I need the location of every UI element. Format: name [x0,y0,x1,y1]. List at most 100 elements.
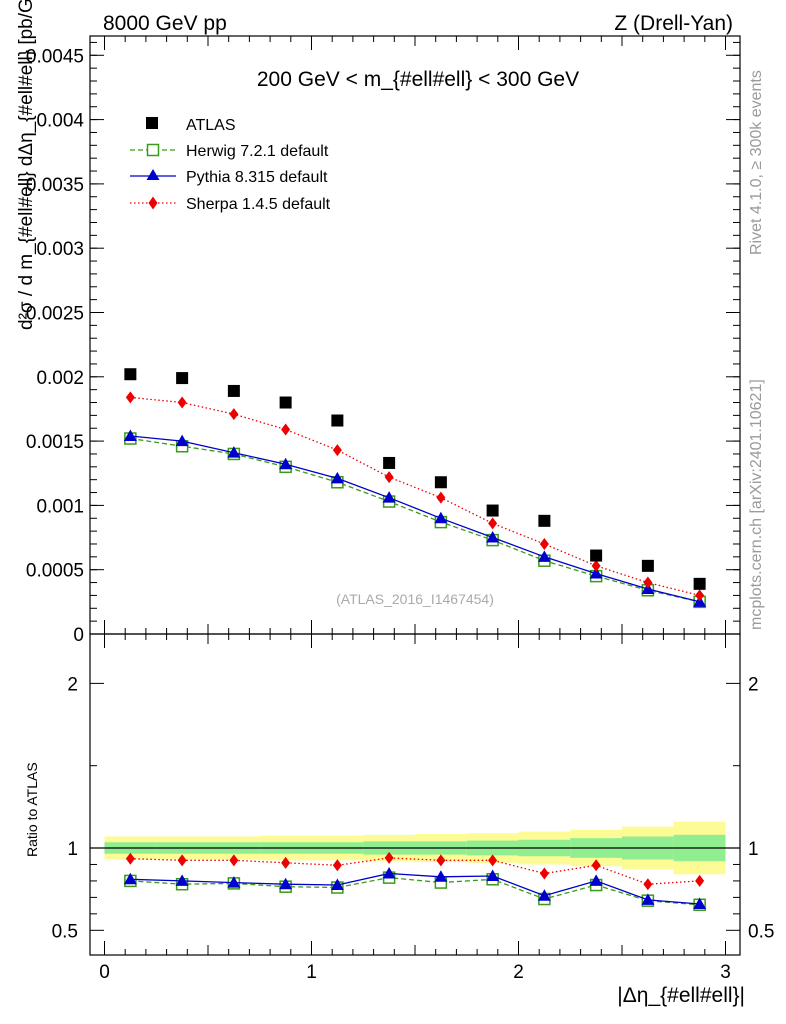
legend-entry-atlas: ATLAS [146,117,236,134]
main-y-tick-label: 0.0015 [26,432,84,453]
main-y-tick-label: 0.0005 [26,561,84,582]
ratio-point-pythia [434,870,448,882]
main-point-sherpa [229,408,239,421]
ratio-point-pythia [123,872,137,885]
main-y-tick-label: 0 [73,625,84,646]
plot-layer: 0 0.0005 0.001 0.0015 0.002 0.0025 0.003 0.0035… [26,35,774,983]
main-point-sherpa [488,517,498,530]
ratio-point-pythia [641,893,655,905]
legend-entry-pythia: Pythia 8.315 default [130,169,328,186]
ratio-point-pythia [279,877,293,890]
side-label-mcplots: mcplots.cern.ch [arXiv:2401.10621] [748,379,765,630]
ratio-point-sherpa [591,859,601,872]
main-y-tick-label: 0.003 [36,239,84,260]
ratio-point-pythia [693,897,707,909]
legend-label-atlas: ATLAS [186,117,236,134]
main-series-line-pythia [130,435,700,603]
main-point-sherpa [125,391,135,404]
main-point-pythia [330,471,344,484]
x-tick-label: 2 [513,962,524,983]
legend: ATLAS Herwig 7.2.1 default Pythia 8.315 … [130,117,331,213]
ratio-point-sherpa [539,867,549,880]
ratio-series-line-sherpa [130,857,700,885]
main-point-pythia [434,511,448,524]
main-point-sherpa [591,559,601,572]
legend-marker-herwig [146,143,160,157]
ratio-y-tick-label: 1 [67,839,78,860]
ratio-point-sherpa [488,854,498,867]
header-right: Z (Drell-Yan) [614,12,733,35]
main-y-tick-label: 0.004 [36,111,84,132]
side-label-rivet: Rivet 4.1.0, ≥ 300k events [748,70,765,255]
main-point-sherpa [384,471,394,484]
main-point-sherpa [177,396,187,409]
ratio-point-pythia [382,867,396,879]
main-point-pythia [486,531,500,543]
ratio-y-tick-label-right: 1 [748,839,759,860]
ratio-point-sherpa [643,878,653,891]
main-point-pythia [279,457,293,470]
main-point-sherpa [436,491,446,504]
ratio-point-sherpa [281,856,291,869]
ratio-point-pythia [227,876,241,888]
ratio-series-line-pythia [130,872,700,905]
ratio-point-sherpa [332,859,342,872]
main-point-sherpa [695,589,705,602]
main-point-atlas [279,396,292,409]
ratio-y-tick-label-right: 0.5 [748,921,774,942]
legend-label-herwig: Herwig 7.2.1 default [186,143,329,160]
legend-label-pythia: Pythia 8.315 default [186,169,328,186]
main-point-atlas [693,577,706,590]
ratio-y-tick-label: 0.5 [52,921,78,942]
ratio-point-pythia [330,878,344,891]
ratio-point-sherpa [436,854,446,867]
ratio-series-line-herwig [130,876,700,906]
main-point-atlas [434,476,447,489]
ratio-y-tick-label: 2 [67,674,78,695]
legend-entry-sherpa: Sherpa 1.4.5 default [130,196,331,213]
ratio-point-sherpa [384,851,394,864]
watermark: (ATLAS_2016_I1467454) [336,591,494,607]
ratio-point-sherpa [695,874,705,887]
main-series-line-sherpa [130,396,700,597]
ratio-point-pythia [175,874,189,886]
main-point-atlas [590,549,603,562]
main-point-atlas [227,384,240,397]
x-tick-label: 1 [306,962,317,983]
main-point-atlas [176,372,189,385]
main-point-pythia [227,446,241,458]
ratio-y-axis-label: Ratio to ATLAS [24,762,40,857]
main-point-atlas [538,514,551,527]
main-y-tick-label: 0.002 [36,368,84,389]
ratio-point-pythia [486,869,500,881]
main-point-pythia [589,567,603,579]
x-tick-label: 0 [99,962,110,983]
legend-entry-herwig: Herwig 7.2.1 default [130,143,329,160]
ratio-point-pythia [589,874,603,886]
x-tick-label: 3 [720,962,731,983]
main-point-sherpa [281,423,291,436]
ratio-point-sherpa [229,854,239,867]
main-point-sherpa [332,444,342,457]
x-axis-label: |Δη_{#ell#ell}| [617,984,745,1007]
main-y-tick-label: 0.001 [36,496,84,517]
main-y-axis-label: d²σ / d m_{#ell#ell} dΔη_{#ell#ell} [pb/… [16,0,37,330]
ratio-point-pythia [537,889,551,901]
main-point-atlas [641,559,654,572]
legend-marker-pythia [146,169,160,180]
main-point-pythia [123,429,137,441]
main-point-atlas [331,414,344,427]
main-y-tick-label: 0.0035 [26,175,84,196]
ratio-point-sherpa [177,854,187,867]
main-point-pythia [175,434,189,447]
legend-label-sherpa: Sherpa 1.4.5 default [186,196,331,213]
main-y-tick-label: 0.0025 [26,303,84,324]
main-point-sherpa [643,576,653,589]
main-point-sherpa [539,537,549,550]
main-point-pythia [382,491,396,503]
panel-title: 200 GeV < m_{#ell#ell} < 300 GeV [257,68,579,91]
header-left: 8000 GeV pp [103,12,227,35]
main-point-pythia [537,550,551,562]
ratio-point-sherpa [125,852,135,865]
